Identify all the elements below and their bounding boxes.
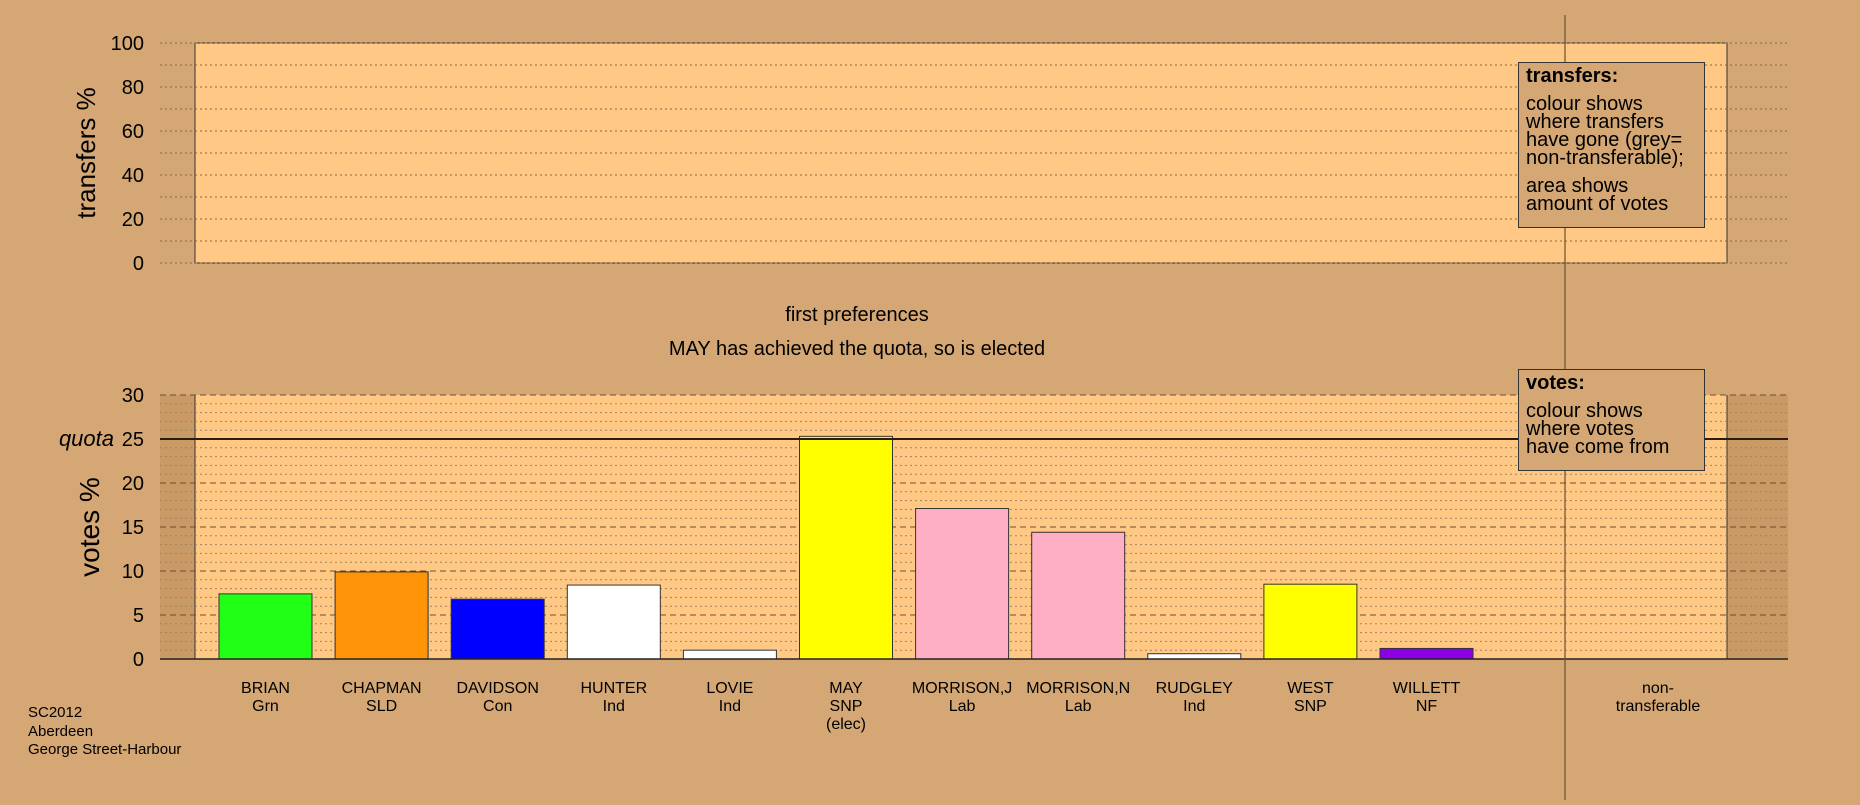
category-name-label: CHAPMAN: [342, 680, 422, 697]
votes-legend-line: have come from: [1526, 436, 1670, 458]
bar: [1147, 653, 1242, 660]
footer-ward: George Street-Harbour: [28, 741, 182, 758]
category-party-label: Lab: [1065, 698, 1092, 715]
footer-election: SC2012: [28, 704, 83, 721]
transfers-legend-line: have gone (grey=: [1526, 129, 1683, 151]
votes-axis-label: votes %: [74, 477, 105, 577]
category-party-label: Ind: [603, 698, 625, 715]
transfers-tick-label: 100: [111, 33, 144, 55]
transfers-tick-label: 0: [133, 253, 144, 275]
footer-info: SC2012 Aberdeen George Street-Harbour: [28, 704, 181, 760]
category-name-label: BRIAN: [241, 680, 290, 697]
transfers-legend-line: area shows: [1526, 175, 1629, 197]
bar: [682, 649, 777, 660]
votes-legend-line: colour shows: [1526, 400, 1643, 422]
transfers-legend-line: non-transferable);: [1526, 147, 1684, 169]
category-party-label: SNP: [1294, 698, 1327, 715]
votes-tick-label: 20: [122, 473, 144, 495]
votes-tick-label: 30: [122, 385, 144, 407]
transfers-tick-label: 60: [122, 121, 144, 143]
category-party-label: Ind: [1183, 698, 1205, 715]
category-name-label: MORRISON,N: [1026, 680, 1130, 697]
transfers-tick-label: 80: [122, 77, 144, 99]
category-name-label: MORRISON,J: [912, 680, 1012, 697]
bar: [334, 571, 429, 660]
category-party-label: SNP: [830, 698, 863, 715]
transfers-legend: transfers: colour shows where transfers …: [1518, 62, 1705, 228]
category-name-label: MAY: [829, 680, 863, 697]
transfers-legend-line: colour shows: [1526, 93, 1643, 115]
category-name-label: WEST: [1287, 680, 1333, 697]
non-transferable-label: non-: [1642, 680, 1674, 697]
transfers-tick-label: 40: [122, 165, 144, 187]
votes-tick-label: 10: [122, 561, 144, 583]
category-note-label: (elec): [826, 716, 866, 733]
votes-legend-title: votes:: [1526, 372, 1585, 394]
bar: [450, 598, 545, 660]
category-party-label: Lab: [949, 698, 976, 715]
bar: [1031, 531, 1126, 660]
category-party-label: Ind: [719, 698, 741, 715]
category-party-label: Grn: [252, 698, 279, 715]
category-name-label: RUDGLEY: [1156, 680, 1234, 697]
transfers-legend-line: amount of votes: [1526, 193, 1669, 215]
votes-tick-label: 5: [133, 605, 144, 627]
category-name-label: DAVIDSON: [457, 680, 539, 697]
category-party-label: NF: [1416, 698, 1438, 715]
votes-tick-label: 0: [133, 649, 144, 671]
bar: [915, 508, 1010, 660]
transfers-legend-line: where transfers: [1526, 111, 1664, 133]
footer-council: Aberdeen: [28, 722, 94, 740]
category-name-label: WILLETT: [1393, 680, 1461, 697]
category-name-label: HUNTER: [580, 680, 647, 697]
caption-first-preferences: first preferences: [785, 304, 929, 326]
transfers-legend-title: transfers:: [1526, 65, 1619, 87]
bar: [1263, 583, 1358, 660]
votes-tick-label: 15: [122, 517, 144, 539]
bar: [218, 593, 313, 660]
bar: [1379, 647, 1474, 660]
transfers-axis-label: transfers %: [71, 87, 101, 219]
votes-tick-label: 25: [122, 429, 144, 451]
quota-label: quota: [59, 426, 114, 451]
non-transferable-label: transferable: [1616, 698, 1701, 715]
votes-legend-line: where votes: [1526, 418, 1634, 440]
bar: [799, 435, 893, 660]
transfers-tick-label: 20: [122, 209, 144, 231]
category-party-label: SLD: [366, 698, 397, 715]
category-party-label: Con: [483, 698, 512, 715]
votes-legend: votes: colour shows where votes have com…: [1518, 369, 1705, 471]
bar: [566, 584, 661, 660]
caption-quota-status: MAY has achieved the quota, so is electe…: [668, 338, 1046, 360]
category-name-label: LOVIE: [706, 680, 753, 697]
